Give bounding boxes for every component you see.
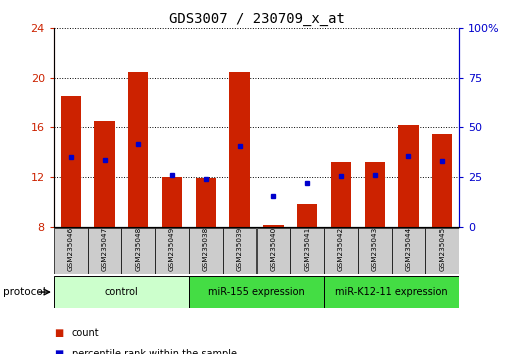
Text: ■: ■ [54, 328, 63, 338]
Text: control: control [105, 287, 139, 297]
Bar [223, 228, 256, 274]
Bar [189, 228, 223, 274]
Bar [297, 204, 317, 227]
Bar [358, 228, 391, 274]
Bar [256, 228, 290, 274]
Text: GSM235039: GSM235039 [236, 227, 243, 271]
Bar [229, 72, 250, 227]
Text: miR-155 expression: miR-155 expression [208, 287, 305, 297]
Text: GSM235048: GSM235048 [135, 227, 141, 271]
Text: protocol: protocol [3, 287, 45, 297]
Bar [263, 225, 284, 227]
Bar [324, 228, 358, 274]
Text: GDS3007 / 230709_x_at: GDS3007 / 230709_x_at [169, 12, 344, 27]
Bar [432, 133, 452, 227]
Text: GSM235042: GSM235042 [338, 227, 344, 271]
Bar [398, 125, 419, 227]
Bar [195, 178, 216, 227]
Bar [162, 177, 182, 227]
Text: GSM235046: GSM235046 [68, 227, 74, 271]
Text: GSM235041: GSM235041 [304, 227, 310, 271]
Text: GSM235047: GSM235047 [102, 227, 108, 271]
Bar [88, 228, 122, 274]
Text: GSM235044: GSM235044 [405, 227, 411, 271]
Text: GSM235043: GSM235043 [372, 227, 378, 271]
Bar [324, 276, 459, 308]
Bar [189, 276, 324, 308]
Bar [365, 162, 385, 227]
Text: GSM235049: GSM235049 [169, 227, 175, 271]
Text: count: count [72, 328, 100, 338]
Bar [331, 162, 351, 227]
Bar [94, 121, 114, 227]
Bar [425, 228, 459, 274]
Text: GSM235040: GSM235040 [270, 227, 277, 271]
Text: GSM235045: GSM235045 [439, 227, 445, 271]
Bar [155, 228, 189, 274]
Bar [122, 228, 155, 274]
Text: percentile rank within the sample: percentile rank within the sample [72, 349, 237, 354]
Text: ■: ■ [54, 349, 63, 354]
Bar [290, 228, 324, 274]
Bar [54, 276, 189, 308]
Bar [54, 228, 88, 274]
Text: miR-K12-11 expression: miR-K12-11 expression [336, 287, 448, 297]
Text: GSM235038: GSM235038 [203, 227, 209, 271]
Bar [391, 228, 425, 274]
Bar [61, 97, 81, 227]
Bar [128, 72, 148, 227]
